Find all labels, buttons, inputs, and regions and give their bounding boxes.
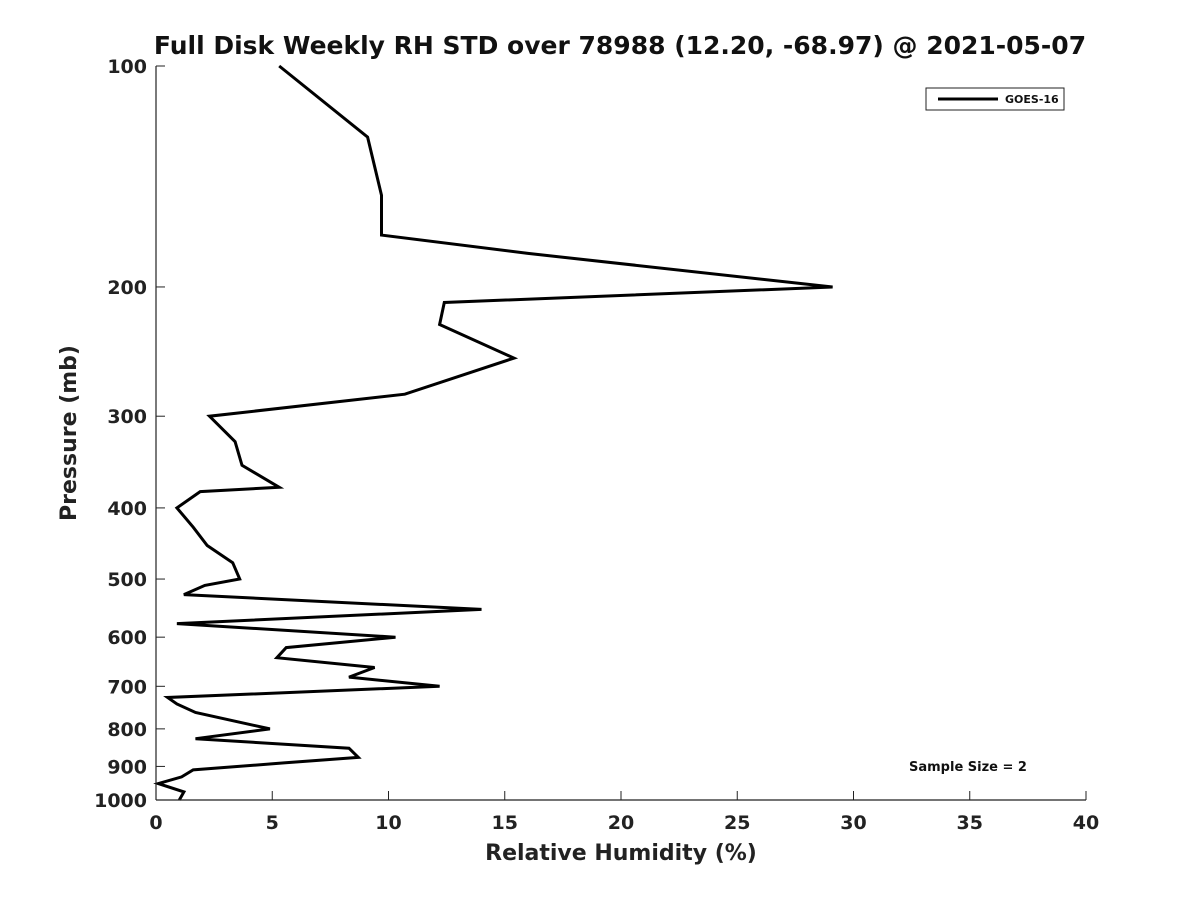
y-tick-label: 200 xyxy=(107,277,147,299)
x-tick-label: 10 xyxy=(375,812,401,834)
x-tick-label: 15 xyxy=(492,812,518,834)
y-tick-label: 600 xyxy=(107,627,147,649)
data-layer xyxy=(153,64,833,801)
x-ticks: 0 5 10 15 20 25 30 35 40 xyxy=(149,791,1099,834)
legend-label-goes-16: GOES-16 xyxy=(1005,93,1059,106)
x-tick-label: 40 xyxy=(1073,812,1099,834)
y-tick-label: 900 xyxy=(107,756,147,778)
x-tick-label: 20 xyxy=(608,812,634,834)
chart-title: Full Disk Weekly RH STD over 78988 (12.2… xyxy=(154,31,1086,60)
x-tick-label: 0 xyxy=(149,812,162,834)
y-tick-label: 400 xyxy=(107,498,147,520)
sample-size-annotation: Sample Size = 2 xyxy=(909,760,1027,775)
y-tick-label: 800 xyxy=(107,719,147,741)
series-line-goes-16 xyxy=(153,64,833,801)
y-axis-label: Pressure (mb) xyxy=(57,345,82,521)
y-ticks: 100 200 300 400 500 600 700 800 900 1000 xyxy=(94,56,165,812)
y-tick-label: 500 xyxy=(107,569,147,591)
legend: GOES-16 xyxy=(925,87,1065,111)
y-tick-label: 1000 xyxy=(94,790,147,812)
y-tick-label: 100 xyxy=(107,56,147,78)
x-tick-label: 5 xyxy=(266,812,279,834)
y-tick-label: 300 xyxy=(107,406,147,428)
x-axis-label: Relative Humidity (%) xyxy=(485,841,757,866)
y-tick-label: 700 xyxy=(107,676,147,698)
x-tick-label: 30 xyxy=(840,812,866,834)
plot-area xyxy=(156,66,1086,800)
x-tick-label: 25 xyxy=(724,812,750,834)
x-tick-label: 35 xyxy=(957,812,983,834)
